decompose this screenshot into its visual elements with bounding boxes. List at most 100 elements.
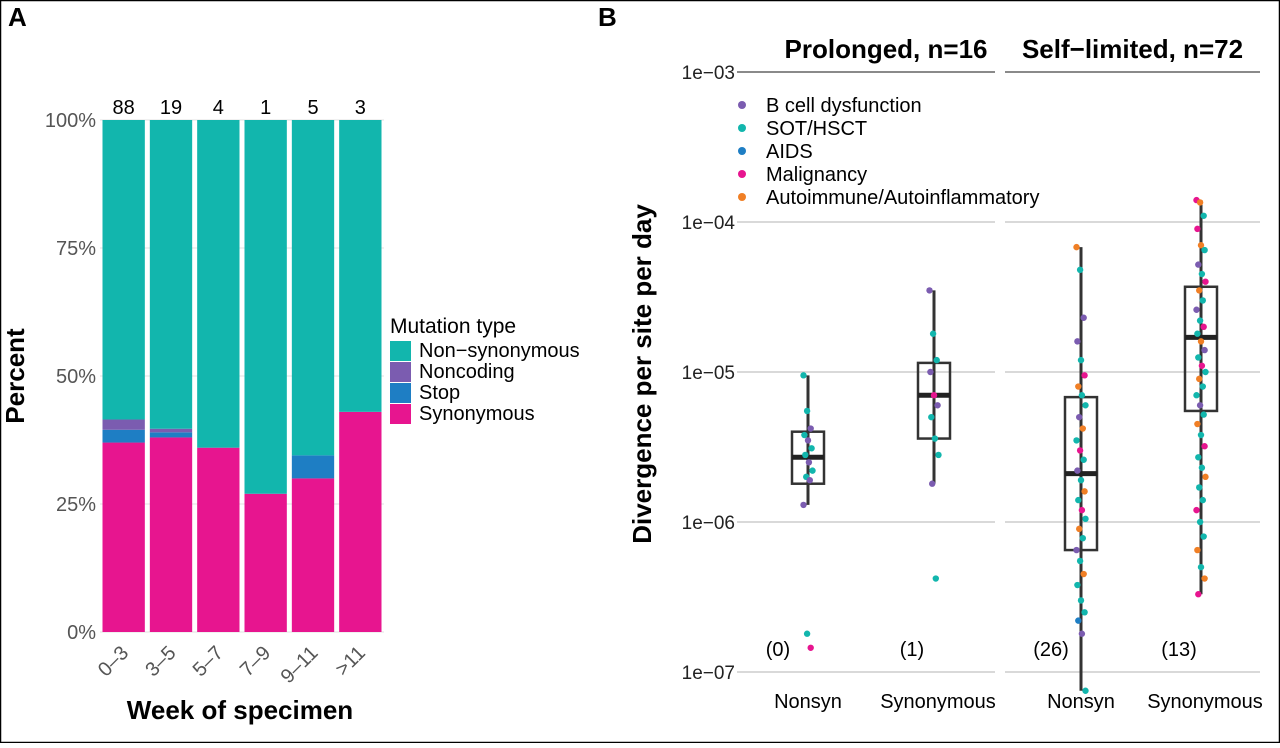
data-point	[1078, 392, 1086, 399]
data-point	[1082, 515, 1089, 523]
legend-swatch	[390, 341, 411, 361]
data-point	[802, 451, 809, 459]
data-point	[1074, 467, 1081, 474]
data-point	[1195, 591, 1202, 598]
excluded-count-label: (13)	[1161, 639, 1197, 661]
bar-segment	[102, 120, 145, 420]
panel-a-y-ticks: 0% 25% 50% 75% 100%	[45, 110, 96, 644]
panel-b-y-tick-label: 1e−04	[682, 213, 736, 234]
bar-segment	[102, 419, 145, 430]
data-point	[1076, 266, 1084, 274]
facet-title: Self−limited, n=72	[1022, 34, 1243, 64]
legend-label: Synonymous	[419, 403, 535, 425]
data-point	[808, 445, 815, 452]
data-point	[927, 368, 934, 376]
bar-segment	[291, 120, 335, 456]
legend-label: Stop	[419, 382, 460, 404]
panel-a-counts: 88 19 4 1 5 3	[113, 97, 366, 119]
panel-a-label: A	[8, 2, 27, 32]
data-point	[1073, 243, 1080, 251]
panel-a-y-tick-label: 0%	[67, 622, 96, 644]
data-point	[805, 459, 813, 466]
excluded-count-label: (1)	[900, 639, 924, 661]
legend-swatch	[390, 362, 411, 382]
panel-b-y-axis-label: Divergence per site per day	[627, 204, 657, 544]
data-point	[804, 437, 812, 444]
data-point	[806, 476, 813, 484]
data-point	[1081, 609, 1088, 616]
bar-segment	[102, 442, 145, 632]
data-point	[807, 425, 814, 432]
legend-label: Non−synonymous	[419, 340, 580, 362]
data-point	[1081, 372, 1088, 379]
data-point	[1076, 447, 1084, 454]
data-point	[1082, 402, 1089, 409]
data-point	[929, 480, 936, 487]
bar-segment	[291, 478, 335, 632]
facet-title: Prolonged, n=16	[785, 34, 988, 64]
bar-segment	[149, 432, 193, 438]
data-point	[1200, 411, 1207, 418]
data-point	[932, 575, 939, 582]
legend-label: B cell dysfunction	[766, 95, 922, 117]
panel-a-y-tick-label: 25%	[56, 494, 96, 516]
data-point	[800, 501, 807, 509]
data-point	[930, 392, 938, 399]
panel-a-x-axis-label: Week of specimen	[127, 695, 353, 725]
data-point	[1198, 464, 1206, 471]
data-point	[1199, 297, 1207, 304]
data-point	[1202, 368, 1209, 376]
data-point	[935, 451, 942, 459]
data-point	[1199, 383, 1207, 390]
panel-b: B 1e−07 1e−06 1e−05 1e−04 1e−03 Prolonged, n…	[598, 2, 1263, 713]
group-x-label: Synonymous	[880, 691, 996, 713]
data-point	[1202, 473, 1209, 481]
data-point	[1196, 317, 1204, 324]
data-point	[1196, 402, 1204, 409]
panel-a: A 88 19 4 1 5 3 0%25%50%75%100% 0–3 3–5 5–7 7–9 9…	[0, 2, 580, 725]
bar-segment	[197, 120, 240, 448]
panel-b-label: B	[598, 2, 617, 32]
data-point	[1074, 581, 1081, 589]
data-point	[1200, 212, 1207, 219]
data-point	[1201, 575, 1208, 582]
bar-count-label: 4	[213, 97, 224, 119]
data-point	[929, 330, 937, 337]
panel-a-y-tick-label: 100%	[45, 110, 96, 132]
data-point	[1197, 431, 1205, 439]
excluded-count-label: (26)	[1033, 639, 1069, 661]
data-point	[803, 407, 811, 415]
data-point	[1075, 496, 1082, 504]
panel-a-y-tick-label: 75%	[56, 238, 96, 260]
bar-segment	[149, 428, 193, 433]
bar-segment	[102, 429, 145, 443]
data-point	[1193, 392, 1200, 399]
data-point	[1194, 546, 1201, 554]
bar-segment	[339, 120, 382, 412]
data-point	[1080, 314, 1087, 321]
data-point	[803, 630, 811, 637]
data-point	[1073, 437, 1080, 444]
panel-b-boxplots	[790, 200, 1219, 691]
data-point	[1202, 278, 1209, 285]
data-point	[1193, 506, 1200, 514]
group-x-label: Nonsyn	[1047, 691, 1115, 713]
data-point	[934, 402, 941, 409]
data-point	[1201, 246, 1208, 254]
bar-segment	[149, 437, 193, 632]
data-point	[1197, 338, 1205, 345]
panel-a-bars	[102, 120, 382, 632]
data-point	[1194, 420, 1201, 428]
bar-count-label: 88	[113, 97, 135, 119]
data-point	[931, 435, 939, 442]
data-point	[1076, 525, 1083, 533]
legend-label: Autoimmune/Autoinflammatory	[766, 187, 1039, 209]
panel-b-y-tick-label: 1e−07	[682, 663, 735, 684]
bar-count-label: 3	[355, 97, 366, 119]
data-point	[1077, 597, 1085, 604]
data-point	[933, 356, 940, 364]
data-point	[1195, 261, 1202, 268]
